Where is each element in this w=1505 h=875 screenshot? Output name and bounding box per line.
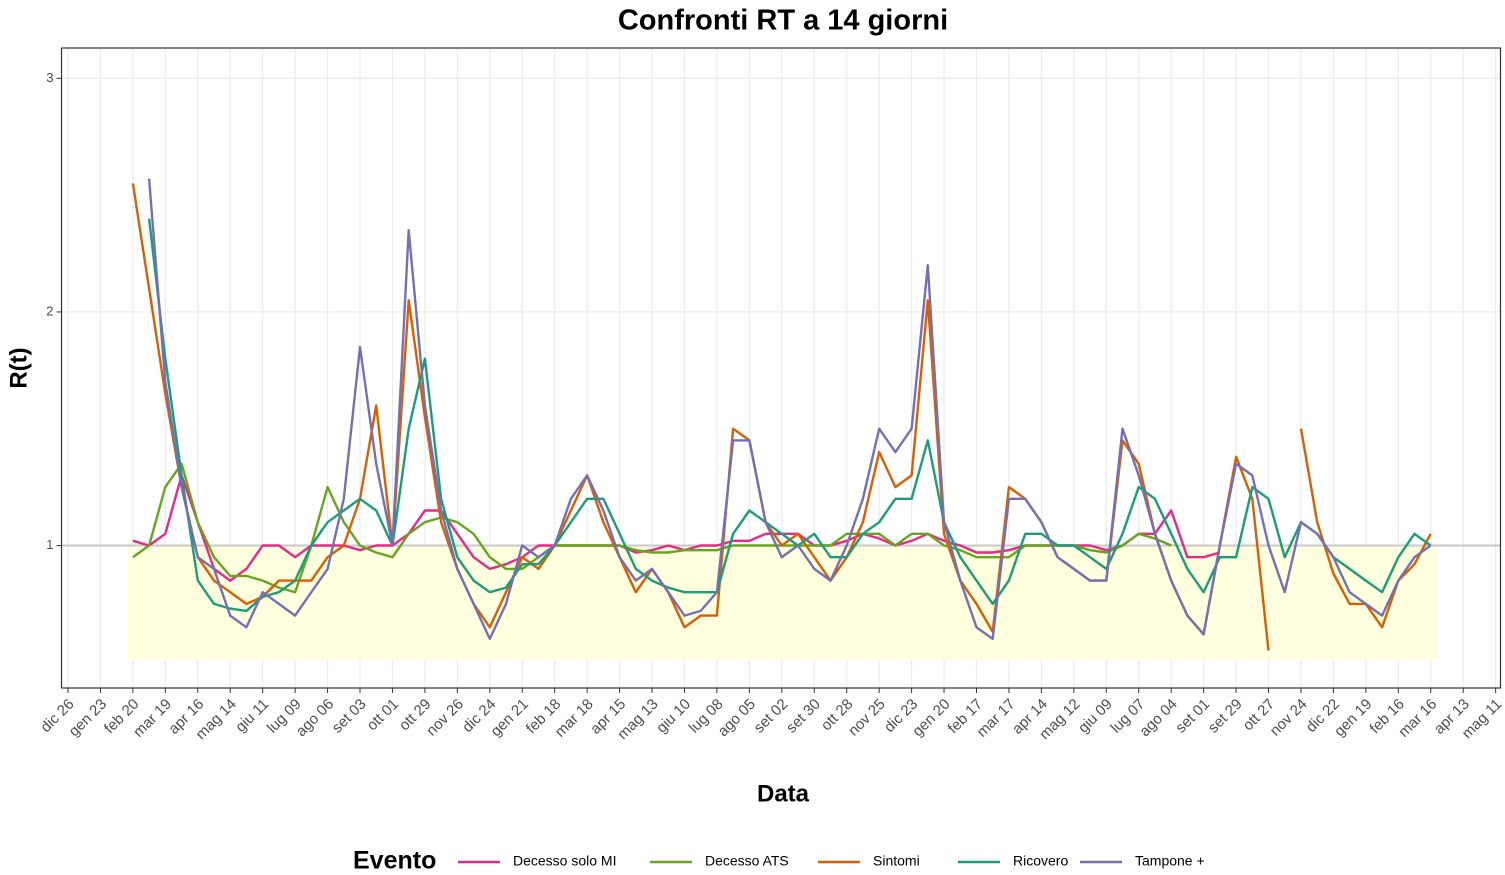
plot-border (60, 47, 1502, 689)
series-line (132, 462, 1172, 594)
y-tick-label: 2 (46, 303, 53, 318)
x-tick-label: set 03 (329, 696, 370, 737)
x-tick-label: ott 01 (364, 696, 403, 735)
legend-label: Decesso solo MI (513, 853, 616, 869)
shade-band (127, 545, 1438, 660)
x-axis-label: Data (757, 780, 810, 807)
x-tick-label: giu 10 (653, 696, 694, 737)
x-tick-label: set 02 (751, 696, 792, 737)
legend-label: Decesso ATS (705, 853, 789, 869)
y-tick-label: 3 (46, 70, 53, 85)
x-tick-label: giu 11 (232, 696, 272, 736)
series-line (147, 178, 1432, 641)
x-tick-label: set 30 (783, 696, 824, 737)
x-tick-label: nov 24 (1267, 696, 1311, 740)
y-tick-label: 1 (46, 537, 53, 552)
x-tick-label: nov 25 (845, 696, 889, 740)
x-tick-label: set 01 (1172, 696, 1213, 737)
chart-title: Confronti RT a 14 giorni (618, 5, 948, 37)
legend-label: Ricovero (1013, 853, 1068, 869)
x-tick-label: giu 09 (1075, 696, 1116, 737)
x-tick-label: nov 26 (423, 696, 467, 740)
y-axis-label: R(t) (5, 347, 32, 388)
legend-label: Sintomi (873, 853, 920, 869)
legend-label: Tampone + (1135, 853, 1205, 869)
legend-title: Evento (353, 847, 436, 875)
x-tick-label: set 29 (1205, 696, 1246, 737)
